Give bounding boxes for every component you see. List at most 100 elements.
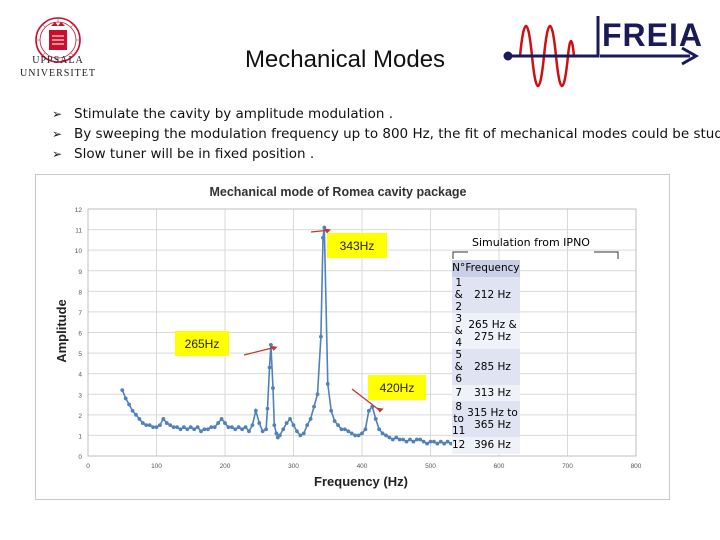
- y-tick-label: 8: [78, 289, 82, 296]
- data-point: [253, 408, 258, 413]
- y-tick-label: 0: [78, 454, 82, 461]
- data-point: [449, 441, 453, 446]
- y-tick-label: 6: [78, 331, 82, 338]
- bullet-text: Slow tuner will be in fixed position .: [74, 146, 315, 162]
- y-tick-label: 7: [78, 310, 82, 317]
- data-point: [329, 408, 334, 413]
- data-point: [274, 431, 279, 436]
- data-point: [219, 417, 224, 421]
- data-point: [305, 423, 310, 428]
- uppsala-line1: UPPSALA: [32, 55, 84, 66]
- data-point: [414, 437, 419, 442]
- data-point: [308, 417, 313, 421]
- data-point: [373, 417, 378, 421]
- data-point: [272, 423, 277, 428]
- arrow-bullet-icon: ➢: [52, 127, 63, 141]
- uppsala-seal-icon: [35, 17, 81, 63]
- data-point: [247, 429, 251, 434]
- table-cell: 5 & 6: [452, 348, 466, 385]
- data-point: [288, 417, 292, 421]
- table-row: 5 & 6 285 Hz: [452, 348, 520, 385]
- annotation-arrow: [351, 388, 380, 411]
- table-cell: 3 & 4: [452, 312, 466, 349]
- data-point: [223, 421, 227, 425]
- data-point: [284, 421, 289, 425]
- data-point: [360, 431, 364, 436]
- table-row: 8 to 11 315 Hz to 365 Hz: [452, 401, 520, 438]
- data-point: [322, 225, 327, 230]
- data-point: [216, 421, 221, 425]
- data-point: [202, 427, 207, 432]
- data-point: [380, 431, 385, 436]
- annotation-arrow: [310, 229, 327, 233]
- arrow-bullet-icon: ➢: [52, 107, 63, 121]
- data-point: [236, 425, 241, 430]
- data-point: [397, 437, 402, 442]
- bullet-text: Stimulate the cavity by amplitude modula…: [74, 106, 394, 122]
- mechanical-mode-chart: Mechanical mode of Romea cavity package …: [54, 185, 642, 489]
- x-axis-label: Frequency (Hz): [314, 474, 408, 489]
- data-point: [168, 423, 173, 428]
- data-point: [182, 425, 186, 430]
- header-cell: N°: [452, 260, 466, 277]
- simulation-table: N° Frequency 1 & 2 212 Hz 3 & 4 265 Hz &…: [452, 260, 520, 454]
- table-cell: 396 Hz: [465, 437, 520, 454]
- uppsala-line2: UNIVERSITET: [20, 68, 96, 79]
- x-tick-label: 0: [86, 463, 90, 470]
- data-point: [178, 427, 183, 432]
- data-point: [411, 439, 416, 444]
- data-point: [408, 437, 412, 442]
- table-cell: 1 & 2: [452, 276, 466, 313]
- data-point: [212, 425, 217, 430]
- data-point: [319, 334, 323, 339]
- page-title: Mechanical Modes: [244, 46, 446, 73]
- data-point: [144, 423, 149, 428]
- data-point: [147, 423, 152, 428]
- data-point: [185, 427, 190, 432]
- data-point: [325, 382, 330, 386]
- annotation-arrowhead: [376, 407, 384, 413]
- data-point: [332, 419, 337, 423]
- chart-title: Mechanical mode of Romea cavity package: [209, 185, 466, 199]
- table-row: 1 & 2 212 Hz: [452, 276, 520, 313]
- data-point: [134, 412, 138, 417]
- data-point: [298, 433, 303, 438]
- bullet-text: By sweeping the modulation frequency up …: [74, 126, 720, 142]
- data-point: [226, 425, 231, 430]
- y-tick-label: 2: [78, 413, 82, 420]
- bullet-item: ➢ By sweeping the modulation frequency u…: [52, 124, 720, 144]
- arrow-bullet-icon: ➢: [52, 147, 63, 161]
- data-point: [140, 421, 145, 425]
- y-tick-label: 1: [78, 433, 82, 440]
- data-point: [339, 427, 344, 432]
- table-cell: 7: [452, 384, 466, 402]
- data-point: [438, 439, 443, 444]
- data-point: [384, 433, 388, 438]
- table-row: 12 396 Hz: [452, 437, 520, 454]
- data-point: [257, 421, 262, 425]
- data-point: [209, 425, 214, 430]
- table-cell: 315 Hz to 365 Hz: [465, 401, 520, 438]
- bullet-item: ➢ Slow tuner will be in fixed position .: [52, 144, 720, 164]
- freia-logo: FREIA: [503, 16, 702, 88]
- y-tick-label: 12: [75, 207, 83, 214]
- data-point: [271, 386, 275, 390]
- x-tick-label: 800: [631, 463, 642, 470]
- table-cell: 12: [452, 437, 466, 454]
- data-point: [130, 408, 135, 413]
- table-cell: 212 Hz: [465, 276, 520, 313]
- data-point: [188, 425, 193, 430]
- data-point: [312, 404, 316, 409]
- data-point: [277, 433, 282, 438]
- annotation-arrowhead: [270, 345, 278, 351]
- table-cell: 285 Hz: [465, 348, 520, 385]
- data-point: [418, 437, 423, 442]
- bullet-list: ➢ Stimulate the cavity by amplitude modu…: [52, 104, 720, 164]
- y-tick-label: 10: [75, 248, 83, 255]
- data-point: [281, 427, 286, 432]
- data-point: [401, 437, 405, 442]
- y-tick-label: 4: [78, 372, 82, 379]
- data-point: [428, 439, 433, 444]
- data-point: [199, 429, 203, 434]
- data-point: [356, 433, 361, 438]
